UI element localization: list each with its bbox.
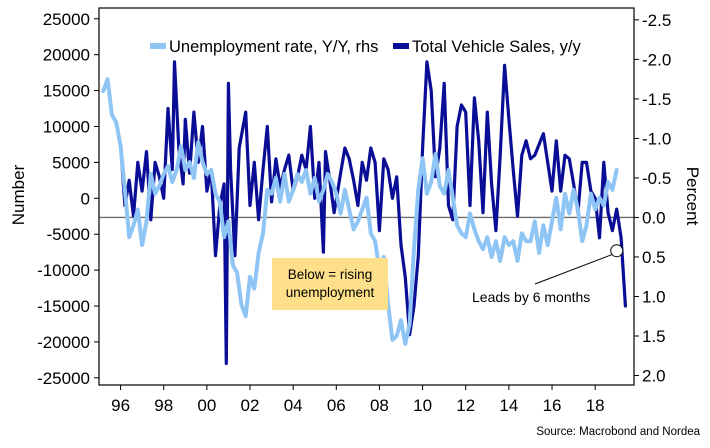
legend-label-vehicle-sales: Total Vehicle Sales, y/y — [412, 38, 582, 56]
annotation-pointer-line — [534, 254, 612, 285]
y2-tick-label: -2.5 — [642, 11, 671, 30]
x-tick-label: 16 — [543, 396, 562, 415]
y-tick-label: 25000 — [43, 10, 90, 29]
y2-tick-label: -2.0 — [642, 50, 671, 69]
x-tick-label: 14 — [499, 396, 518, 415]
annotation-lead-text: Leads by 6 months — [472, 289, 590, 305]
y2-tick-label: 0.5 — [642, 248, 666, 267]
annotation-marker — [610, 244, 624, 258]
y-tick-label: -10000 — [37, 261, 90, 280]
x-tick-label: 10 — [413, 396, 432, 415]
x-tick-label: 02 — [241, 396, 260, 415]
y-tick-label: -25000 — [37, 369, 90, 388]
y2-tick-label: 0.0 — [642, 208, 666, 227]
y-tick-label: -15000 — [37, 297, 90, 316]
y-tick-label: 5000 — [52, 153, 90, 172]
x-tick-label: 98 — [154, 396, 173, 415]
source-note: Source: Macrobond and Nordea — [536, 426, 700, 438]
x-tick-label: 96 — [111, 396, 130, 415]
x-tick-label: 12 — [456, 396, 475, 415]
series-layer — [101, 60, 628, 366]
y-tick-label: 10000 — [43, 117, 90, 136]
y-tick-label: -5000 — [47, 225, 90, 244]
y2-tick-label: 1.0 — [642, 287, 666, 306]
y2-axis-label: Percent — [683, 167, 702, 226]
x-tick-label: 06 — [327, 396, 346, 415]
annotation-layer: Below = rising unemployment Leads by 6 mon… — [272, 244, 624, 310]
axis-layer: 25000 20000 15000 10000 5000 0 -5000 -10000 -150… — [37, 7, 671, 415]
y2-tick-label: -1.0 — [642, 129, 671, 148]
annotation-box — [272, 258, 388, 310]
legend-label-unemployment: Unemployment rate, Y/Y, rhs — [169, 38, 378, 56]
x-tick-label: 04 — [284, 396, 303, 415]
x-tick-label: 00 — [197, 396, 216, 415]
y-tick-label: 0 — [81, 189, 90, 208]
x-tick-label: 08 — [370, 396, 389, 415]
y-axis-label: Number — [9, 164, 28, 225]
legend: Unemployment rate, Y/Y, rhs Total Vehicle… — [150, 38, 582, 56]
annotation-text: unemployment — [286, 285, 375, 300]
y2-tick-label: 2.0 — [642, 367, 666, 386]
y2-tick-label: -1.5 — [642, 90, 671, 109]
plot-frame — [98, 7, 635, 386]
y2-tick-label: -0.5 — [642, 169, 671, 188]
y-tick-label: 20000 — [43, 46, 90, 65]
y-tick-label: 15000 — [43, 82, 90, 101]
x-tick-label: 18 — [586, 396, 605, 415]
annotation-text: Below = rising — [288, 267, 372, 282]
y2-tick-label: 1.5 — [642, 327, 666, 346]
y-tick-label: -20000 — [37, 333, 90, 352]
unemployment-rate-line — [101, 77, 619, 346]
vehicle-sales-line — [118, 60, 628, 366]
